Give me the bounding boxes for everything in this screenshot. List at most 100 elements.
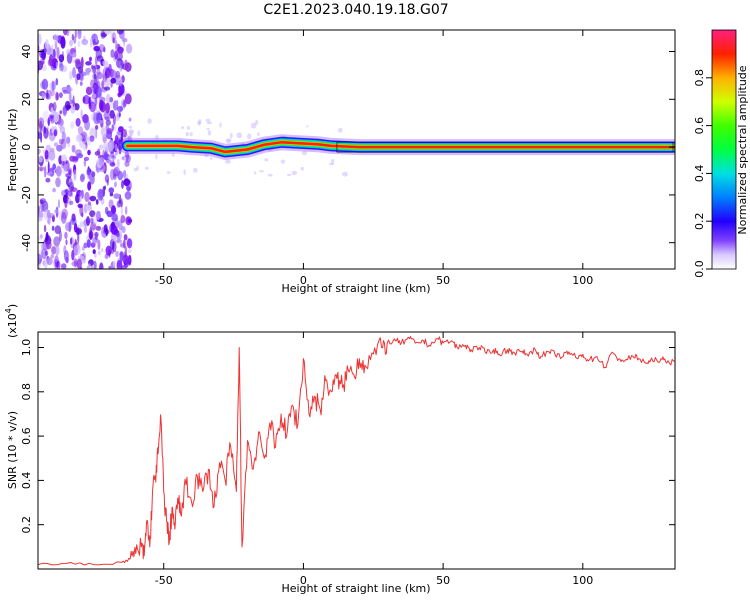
noise-speckle (116, 105, 124, 113)
noise-speckle (45, 177, 51, 183)
noise-speckle (119, 106, 123, 112)
noise-speckle (83, 156, 90, 161)
noise-speckle (105, 102, 110, 114)
noise-speckle (79, 221, 86, 228)
noise-speckle (225, 159, 231, 164)
noise-speckle (61, 208, 68, 220)
noise-speckle (113, 193, 120, 199)
noise-speckle (79, 71, 87, 77)
colorbar-ticks: 0.0 0.2 0.4 0.6 0.8 (693, 69, 712, 278)
noise-speckle (247, 133, 252, 140)
noise-speckle (128, 129, 135, 134)
noise-speckle (110, 69, 115, 80)
colorbar-tick-label: 0.4 (693, 165, 706, 183)
noise-speckle (104, 174, 110, 183)
noise-speckle (94, 151, 101, 156)
x-tick-label: 50 (436, 574, 450, 587)
figure-title: C2E1.2023.040.19.18.G07 (263, 2, 448, 18)
noise-speckle (126, 238, 133, 249)
noise-speckle (40, 60, 45, 65)
noise-speckle (74, 238, 77, 248)
noise-speckle (83, 242, 88, 249)
snr-y-ticks: 0.2 0.4 0.6 0.8 1.0 (20, 339, 675, 533)
noise-speckle (306, 125, 309, 128)
spectrogram-y-ticks: -40 -20 0 20 40 (20, 45, 675, 252)
noise-speckle (77, 126, 84, 135)
noise-speckle (193, 167, 198, 173)
noise-speckle (60, 154, 68, 163)
noise-speckle (80, 173, 86, 181)
noise-speckle (82, 94, 90, 105)
noise-speckle (71, 213, 76, 222)
noise-speckle (105, 227, 109, 237)
noise-speckle (56, 92, 59, 101)
noise-speckle (89, 56, 92, 62)
noise-speckle (95, 225, 102, 231)
noise-speckle (76, 258, 83, 269)
noise-speckle (118, 220, 123, 231)
noise-speckle (64, 231, 68, 239)
noise-speckle (93, 260, 97, 269)
noise-speckle (46, 219, 50, 224)
noise-speckle (83, 225, 88, 233)
noise-speckle (68, 169, 72, 176)
noise-speckle (189, 132, 193, 137)
noise-speckle (38, 148, 41, 155)
noise-speckle (70, 121, 75, 129)
noise-speckle (52, 101, 57, 112)
noise-speckle (219, 122, 222, 128)
noise-speckle (46, 257, 53, 266)
colorbar-label: Normalized spectral amplitude (736, 65, 749, 234)
noise-speckle (127, 254, 132, 266)
x-tick-label: 50 (436, 274, 450, 287)
noise-speckle (338, 127, 343, 133)
x-tick-label: 0 (300, 574, 307, 587)
noise-speckle (69, 155, 75, 162)
noise-speckle (60, 35, 66, 47)
noise-speckle (104, 185, 106, 190)
noise-speckle (108, 265, 111, 269)
noise-speckle (55, 78, 59, 86)
noise-speckle (73, 245, 78, 256)
noise-speckle (183, 169, 186, 176)
noise-speckle (69, 200, 74, 205)
noise-speckle (119, 65, 123, 72)
noise-speckle (74, 58, 81, 65)
noise-speckle (52, 48, 56, 60)
noise-speckle (93, 111, 96, 117)
noise-speckle (108, 249, 111, 258)
noise-speckle (38, 253, 42, 265)
spectrogram-frame (37, 29, 676, 270)
noise-speckle (117, 170, 124, 181)
colorbar: 0.0 0.2 0.4 0.6 0.8 Normalized spectral ampl… (693, 29, 749, 278)
noise-speckle (113, 140, 120, 145)
noise-speckle (84, 191, 90, 203)
noise-speckle (123, 169, 127, 179)
noise-speckle (91, 87, 95, 98)
noise-speckle (68, 197, 72, 206)
noise-speckle (118, 112, 121, 118)
noise-speckle (85, 137, 90, 142)
noise-speckle (110, 224, 118, 235)
noise-speckle (58, 230, 63, 242)
y-tick-label: 0.4 (20, 472, 33, 490)
x-tick-label: 100 (572, 574, 593, 587)
noise-speckle (48, 150, 56, 161)
noise-speckle (73, 169, 77, 181)
noise-speckle (38, 33, 42, 45)
noise-speckle (187, 125, 190, 131)
noise-speckle (185, 132, 189, 137)
noise-speckle (38, 132, 42, 139)
noise-speckle (46, 209, 51, 219)
noise-speckle (73, 35, 77, 44)
noise-speckle (100, 248, 104, 253)
noise-speckle (124, 93, 132, 105)
noise-speckle (70, 187, 78, 193)
noise-speckle (85, 67, 92, 74)
noise-speckle (104, 30, 111, 35)
colorbar-gradient (711, 29, 737, 270)
noise-speckle (280, 159, 286, 164)
noise-speckle (54, 261, 57, 269)
noise-speckle (120, 215, 126, 224)
noise-speckle (66, 30, 70, 37)
